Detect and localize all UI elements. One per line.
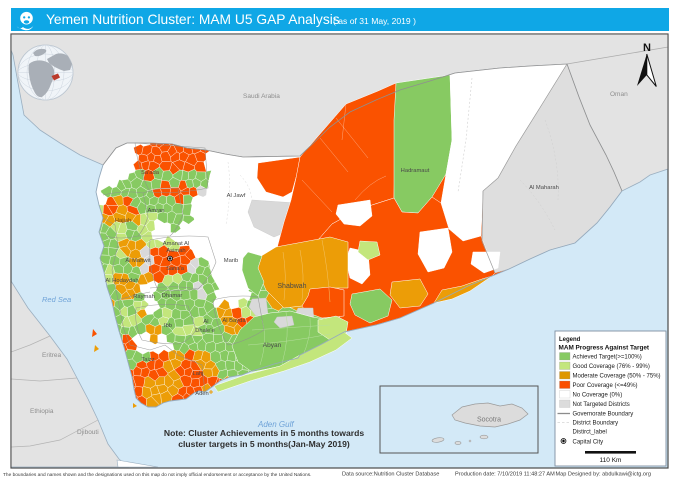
svg-text:Al Maharah: Al Maharah — [529, 185, 559, 191]
svg-text:Sana'a: Sana'a — [166, 266, 185, 272]
svg-text:Socotra: Socotra — [477, 417, 501, 424]
svg-text:Eritrea: Eritrea — [42, 352, 62, 359]
svg-text:Marib: Marib — [224, 258, 239, 264]
svg-text:Abyan: Abyan — [263, 342, 282, 349]
svg-text:Oman: Oman — [610, 91, 628, 98]
svg-text:Achieved Target(>=100%): Achieved Target(>=100%) — [573, 355, 642, 361]
svg-text:Aden Gulf: Aden Gulf — [257, 420, 294, 429]
svg-text:Raymah: Raymah — [133, 294, 155, 300]
svg-text:The boundaries and names shown: The boundaries and names shown and the d… — [3, 472, 311, 478]
svg-text:Data source:Nutrition Cluster: Data source:Nutrition Cluster Database — [342, 472, 439, 478]
svg-text:Yemen Nutrition Cluster: MAM U: Yemen Nutrition Cluster: MAM U5 GAP Anal… — [46, 12, 340, 27]
svg-text:Al Mahwit: Al Mahwit — [125, 258, 151, 264]
svg-text:Good Coverage (76% - 99%): Good Coverage (76% - 99%) — [573, 364, 650, 370]
svg-text:Taizz: Taizz — [141, 357, 154, 363]
svg-text:Saudi Arabia: Saudi Arabia — [243, 93, 280, 100]
svg-text:Poor Coverage (<=49%): Poor Coverage (<=49%) — [573, 383, 638, 389]
svg-text:Al: Al — [203, 319, 208, 325]
svg-text:Capital City: Capital City — [573, 440, 604, 446]
svg-text:Hajjah: Hajjah — [115, 218, 131, 224]
svg-text:Moderate Coverage (50% - 75%): Moderate Coverage (50% - 75%) — [573, 374, 661, 380]
svg-text:Shabwah: Shabwah — [277, 283, 306, 290]
svg-text:Note: Cluster Achievements in: Note: Cluster Achievements in 5 months t… — [164, 428, 364, 438]
svg-text:110 Km: 110 Km — [600, 457, 622, 464]
svg-text:Djibouti: Djibouti — [77, 429, 99, 436]
svg-text:cluster targets in 5 months(Ja: cluster targets in 5 months(Jan-May 2019… — [178, 439, 350, 449]
svg-text:Asimah: Asimah — [166, 248, 185, 254]
svg-text:MAM Progress Against Target: MAM Progress Against Target — [559, 345, 650, 352]
svg-text:Lahj: Lahj — [193, 371, 204, 377]
svg-text:Ibb: Ibb — [164, 323, 172, 329]
svg-text:Al Bayda: Al Bayda — [222, 318, 246, 324]
svg-text:Governorate Boundary: Governorate Boundary — [573, 412, 634, 418]
svg-text:Not Targeted Districts: Not Targeted Districts — [573, 402, 630, 408]
svg-text:Aden: Aden — [195, 391, 209, 397]
svg-text:( as of 31 May, 2019 ): ( as of 31 May, 2019 ) — [333, 16, 416, 26]
svg-text:Al Jawf: Al Jawf — [227, 193, 246, 199]
svg-text:District Boundary: District Boundary — [573, 421, 619, 427]
svg-text:Dhale'e: Dhale'e — [195, 328, 214, 334]
svg-text:Ethiopia: Ethiopia — [30, 408, 54, 415]
svg-text:Amanat Al: Amanat Al — [163, 241, 189, 247]
svg-text:Map Designed by: abdulkawi@ict: Map Designed by: abdulkawi@ictg.org — [555, 472, 651, 478]
svg-text:Amran: Amran — [147, 208, 164, 214]
svg-text:Hadramaut: Hadramaut — [401, 168, 430, 174]
svg-text:Dhamar: Dhamar — [162, 293, 183, 299]
svg-text:N: N — [643, 42, 651, 54]
svg-text:Distirct_label: Distirct_label — [573, 430, 607, 436]
svg-text:Legend: Legend — [559, 337, 581, 343]
svg-text:Sa'ada: Sa'ada — [141, 170, 160, 176]
svg-text:No Coverage (0%): No Coverage (0%) — [573, 393, 623, 399]
svg-text:Production date: 7/10/2019 11:: Production date: 7/10/2019 11:48:27 AM — [455, 472, 555, 478]
svg-text:Al Hodaydah: Al Hodaydah — [105, 278, 138, 284]
svg-text:Red Sea: Red Sea — [42, 295, 71, 304]
